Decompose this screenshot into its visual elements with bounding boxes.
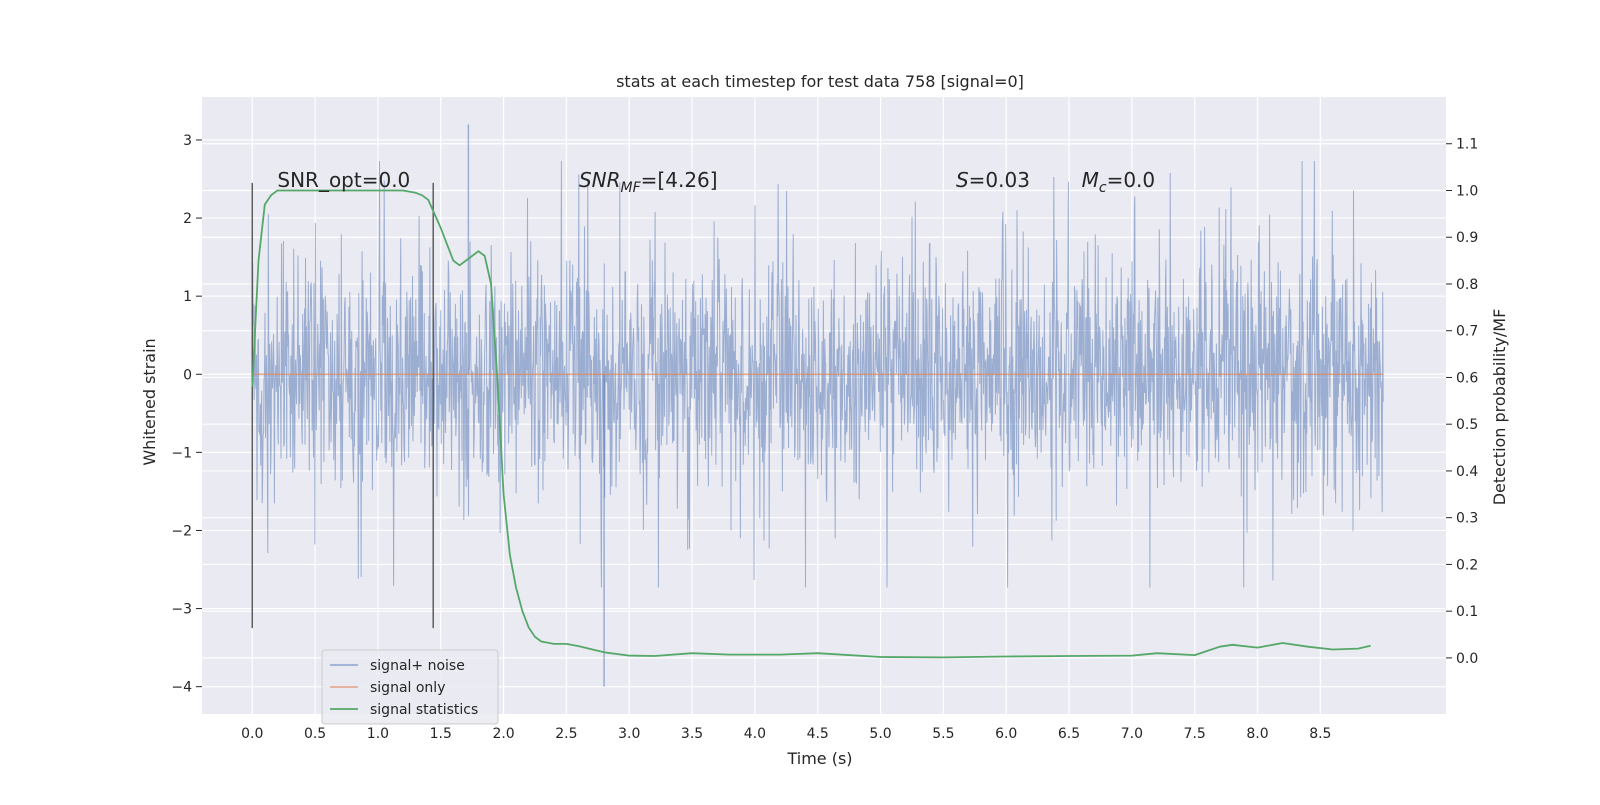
y-axis-ticks: 3 2 1 0 −1 −2 −3 −4 [171,133,202,696]
y2-axis-label: Detection probability/MF [1490,309,1509,506]
x-tick-label: 3.0 [618,726,640,742]
y2-tick-label: 0.2 [1456,557,1478,573]
x-tick-label: 7.5 [1184,726,1206,742]
x-tick-label: 8.0 [1246,726,1268,742]
y2-tick-label: 0.1 [1456,604,1478,620]
x-axis-label: Time (s) [786,749,852,768]
x-tick-label: 3.5 [681,726,703,742]
x-tick-label: 4.0 [744,726,766,742]
annotation-snr-mf: SNRMF=[4.26] [579,168,718,196]
x-tick-label: 2.0 [492,726,514,742]
x-tick-label: 6.5 [1058,726,1080,742]
x-tick-label: 4.5 [807,726,829,742]
y2-tick-label: 0.3 [1456,511,1478,527]
y-tick-label: −3 [171,602,192,618]
y-tick-label: 0 [183,367,192,383]
annotation-chirp-mass: Mc=0.0 [1082,168,1156,196]
legend: signal+ noise signal only signal statistic… [321,649,499,725]
y-tick-label: −2 [171,523,192,539]
x-axis-ticks: 0.0 0.5 1.0 1.5 2.0 2.5 3.0 3.5 4.0 4.5 5.0 5.5 6.0 6… [241,726,1331,742]
annotations: SNR_opt=0.0 SNRMF=[4.26] S=0.03 Mc=0.0 [277,168,1155,196]
x-tick-label: 1.0 [367,726,389,742]
y-tick-label: 2 [183,211,192,227]
y2-tick-label: 0.4 [1456,464,1478,480]
y2-tick-label: 1.1 [1456,137,1478,153]
x-tick-label: 8.5 [1309,726,1331,742]
y2-tick-label: 1.0 [1456,183,1478,199]
y-tick-label: −4 [171,680,192,696]
y2-tick-label: 0.6 [1456,370,1478,386]
x-tick-label: 5.5 [932,726,954,742]
y-tick-label: −1 [171,445,192,461]
legend-label: signal only [370,680,445,696]
y2-tick-label: 0.7 [1456,324,1478,340]
y2-tick-label: 0.0 [1456,651,1478,667]
signal-statistics-line [251,189,1371,659]
x-tick-label: 2.5 [555,726,577,742]
x-tick-label: 7.0 [1121,726,1143,742]
y2-tick-label: 0.5 [1456,417,1478,433]
y2-tick-label: 0.9 [1456,230,1478,246]
y2-axis-ticks: 1.1 1.0 0.9 0.8 0.7 0.6 0.5 0.4 0.3 0.2 0.1 0.0 [1446,137,1478,667]
x-tick-label: 5.0 [869,726,891,742]
y-tick-label: 1 [183,289,192,305]
annotation-snr-opt: SNR_opt=0.0 [277,168,410,192]
y-tick-label: 3 [183,133,192,149]
noise-trace [251,160,1384,588]
x-tick-label: 6.0 [995,726,1017,742]
series-signal-plus-noise [251,124,1384,687]
series-signal-statistics [251,189,1371,659]
x-tick-label: 1.5 [430,726,452,742]
chart-title: stats at each timestep for test data 758… [616,72,1024,91]
vertical-markers [251,182,434,629]
annotation-s-stat: S=0.03 [956,168,1030,192]
x-tick-label: 0.0 [241,726,263,742]
y-axis-label: Whitened strain [140,338,159,465]
legend-label: signal statistics [370,702,478,718]
legend-label: signal+ noise [370,658,465,674]
legend-frame [321,649,499,725]
x-tick-label: 0.5 [304,726,326,742]
y2-tick-label: 0.8 [1456,277,1478,293]
